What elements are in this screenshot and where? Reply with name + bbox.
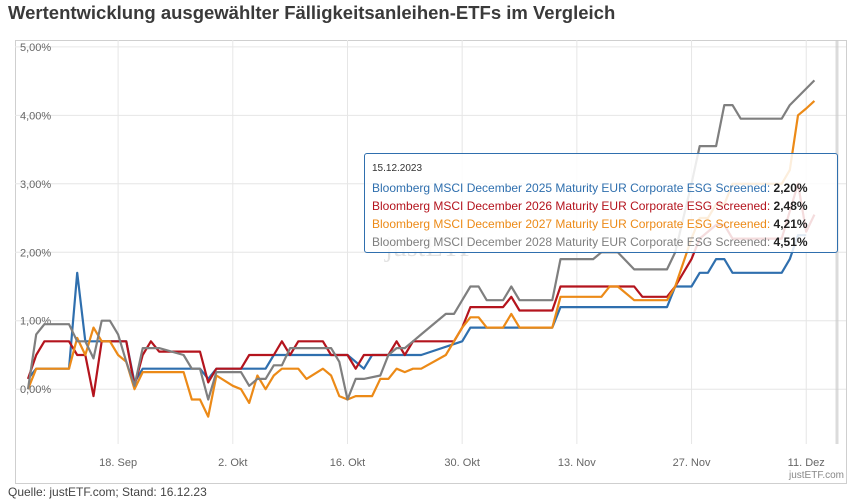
tooltip-series-name: Bloomberg MSCI December 2027 Maturity EU… [372,217,767,231]
chart-tooltip: 15.12.2023 Bloomberg MSCI December 2025 … [364,153,838,253]
x-tick-label: 13. Nov [558,457,596,469]
tooltip-row-2028: Bloomberg MSCI December 2028 Maturity EU… [372,233,837,251]
series-line-2027 [26,100,816,418]
y-tick-label: 5,00% [20,42,51,54]
x-tick-label: 30. Okt [444,457,479,469]
x-tick-label: 27. Nov [673,457,711,469]
tooltip-colon: : [766,181,774,195]
y-tick-label: 2,00% [20,247,51,259]
tooltip-row-2027: Bloomberg MSCI December 2027 Maturity EU… [372,215,837,233]
tooltip-series-value: 2,48% [773,199,808,213]
chart-title: Wertentwicklung ausgewählter Fälligkeits… [8,2,616,23]
x-tick-label: 11. Dez [788,457,825,469]
tooltip-colon: : [766,199,774,213]
y-tick-label: 4,00% [20,110,51,122]
tooltip-series-name: Bloomberg MSCI December 2025 Maturity EU… [372,181,767,195]
x-tick-label: 16. Okt [330,457,365,469]
x-tick-label: 18. Sep [99,457,137,469]
tooltip-row-2026: Bloomberg MSCI December 2026 Maturity EU… [372,197,837,215]
tooltip-series-value: 4,51% [773,235,808,249]
y-tick-label: 1,00% [20,316,51,328]
tooltip-row-2025: Bloomberg MSCI December 2025 Maturity EU… [372,179,837,197]
chart-frame [15,40,847,484]
series-line-2028 [26,79,816,401]
tooltip-date: 15.12.2023 [372,163,423,174]
tooltip-series-value: 4,21% [773,217,808,231]
tooltip-colon: : [766,235,774,249]
y-tick-label: 0,00% [20,384,51,396]
tooltip-series-name: Bloomberg MSCI December 2026 Maturity EU… [372,199,767,213]
tooltip-colon: : [766,217,774,231]
tooltip-series-name: Bloomberg MSCI December 2028 Maturity EU… [372,235,767,249]
source-note: Quelle: justETF.com; Stand: 16.12.23 [8,485,207,499]
watermark-text: justETF.com [788,470,844,481]
y-tick-label: 3,00% [20,179,51,191]
tooltip-series-value: 2,20% [773,181,808,195]
x-tick-label: 2. Okt [218,457,247,469]
series-line-2026 [26,182,816,398]
